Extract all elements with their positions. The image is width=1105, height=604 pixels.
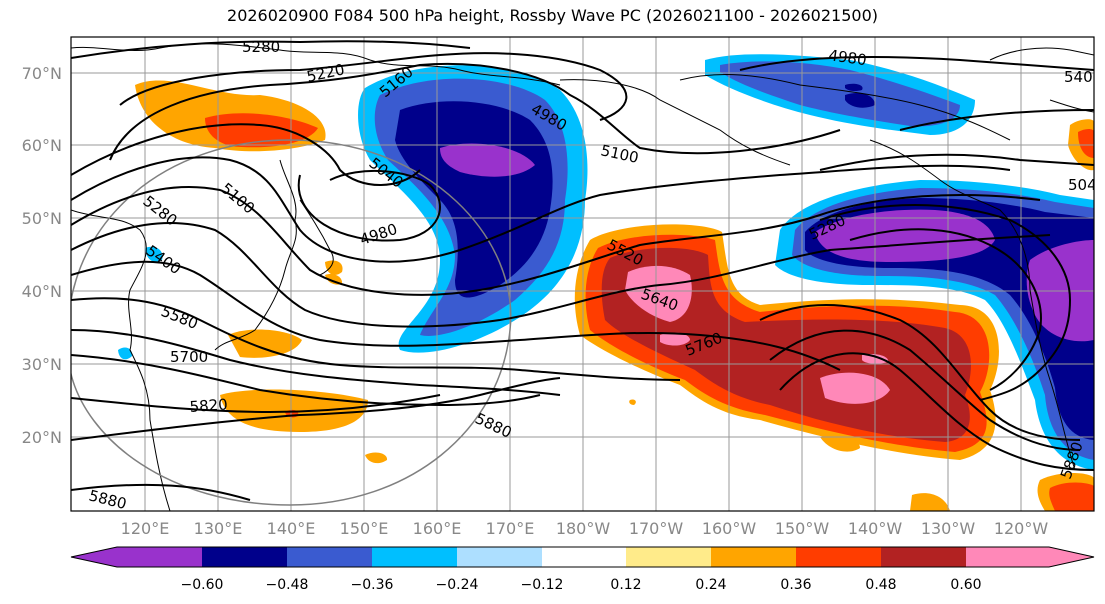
colorbar-segment <box>966 547 1094 567</box>
lon-tick-label: 150°W <box>775 519 830 538</box>
colorbar-segment <box>796 547 881 567</box>
colorbar-segment <box>287 547 372 567</box>
negative-anomaly-shading <box>118 54 1094 470</box>
plot-frame <box>70 36 1095 512</box>
contour-label: 5700 <box>170 348 208 366</box>
lon-tick-label: 150°E <box>340 519 389 538</box>
lon-tick-label: 140°W <box>848 519 903 538</box>
colorbar-tick-label: 0.60 <box>950 577 981 593</box>
contour-label: 5820 <box>189 395 228 416</box>
colorbar-tick-label: −0.12 <box>521 577 564 593</box>
colorbar-tick-label: −0.48 <box>266 577 309 593</box>
lon-tick-label: 120°W <box>994 519 1049 538</box>
colorbar-tick-label: 0.24 <box>695 577 726 593</box>
contour-label: 5280 <box>242 38 280 56</box>
lat-tick-label: 30°N <box>22 355 62 374</box>
colorbar-segment <box>542 547 626 567</box>
colorbar-segment <box>881 547 966 567</box>
colorbar-tick-label: 0.36 <box>780 577 811 593</box>
colorbar-segment <box>626 547 711 567</box>
coastlines <box>71 43 1094 511</box>
lon-tick-label: 120°E <box>121 519 170 538</box>
colorbar-tick-label: −0.24 <box>436 577 479 593</box>
colorbar-outline <box>70 546 1095 568</box>
latitude-axis: 70°N 60°N 50°N 40°N 30°N 20°N <box>22 64 62 447</box>
lat-tick-label: 50°N <box>22 209 62 228</box>
colorbar-segment <box>372 547 457 567</box>
lon-tick-label: 130°E <box>194 519 243 538</box>
colorbar-segment <box>457 547 542 567</box>
colorbar-segment <box>71 547 202 567</box>
lon-tick-label: 130°W <box>921 519 976 538</box>
lat-tick-label: 70°N <box>22 64 62 83</box>
lat-tick-label: 40°N <box>22 282 62 301</box>
height-contours <box>71 40 1094 501</box>
colorbar: −0.60 −0.48 −0.36 −0.24 −0.12 0.12 0.24 … <box>70 546 1095 593</box>
lon-tick-label: 170°E <box>486 519 535 538</box>
map-plot-area: 5280 5220 5160 4980 4980 5100 5040 5100 … <box>71 37 1105 511</box>
contour-label: 5040 <box>1068 176 1105 194</box>
map-title: 2026020900 F084 500 hPa height, Rossby W… <box>227 6 878 25</box>
lat-tick-label: 20°N <box>22 428 62 447</box>
colorbar-tick-label: 0.48 <box>865 577 896 593</box>
colorbar-tick-label: −0.36 <box>351 577 394 593</box>
lon-tick-label: 140°E <box>267 519 316 538</box>
lon-tick-label: 160°E <box>413 519 462 538</box>
colorbar-segment <box>711 547 796 567</box>
colorbar-tick-label: 0.12 <box>610 577 641 593</box>
lon-tick-label: 160°W <box>702 519 757 538</box>
longitude-axis: 120°E 130°E 140°E 150°E 160°E 170°E 180°… <box>121 519 1049 538</box>
lat-tick-label: 60°N <box>22 136 62 155</box>
graticule <box>71 37 1094 511</box>
colorbar-segment <box>202 547 287 567</box>
contour-label: 4980 <box>827 46 867 69</box>
lon-tick-label: 180°W <box>556 519 611 538</box>
lon-tick-label: 170°W <box>629 519 684 538</box>
contour-label: 540 <box>1064 68 1093 86</box>
colorbar-tick-label: −0.60 <box>181 577 224 593</box>
range-ring <box>71 139 512 506</box>
